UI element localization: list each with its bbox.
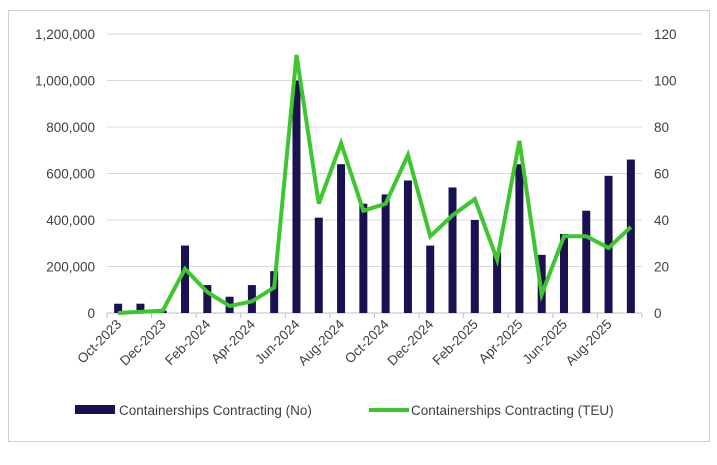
bar [136,303,145,313]
legend-label-line: Containerships Contracting (TEU) [411,403,614,418]
y-right-tick-label: 120 [654,27,677,42]
y-left-tick-label: 400,000 [46,213,95,228]
bar [559,233,568,313]
bar [314,217,323,313]
y-left-tick-label: 200,000 [46,260,95,275]
chart-frame: 0 0 200,000 20 400,000 40 600,000 60 800,000 80 1,… [8,10,710,442]
bar [604,175,613,313]
y-left-tick-label: 800,000 [46,120,95,135]
legend-swatch-bar [75,405,115,414]
y-right-tick-label: 100 [654,74,677,89]
combo-chart: 0 0 200,000 20 400,000 40 600,000 60 800,000 80 1,… [35,27,677,418]
x-tick-label: Dec-2024 [384,316,436,368]
bar [470,220,479,313]
x-tick-label: Jun-2025 [520,317,570,367]
bar [426,245,435,313]
bar [403,180,412,313]
legend-label-bar: Containerships Contracting (No) [119,403,312,418]
bar [181,245,190,313]
x-tick-label: Apr-2025 [476,317,526,367]
x-tick-label: Feb-2025 [429,317,480,368]
bar [337,164,346,313]
bar [515,164,524,313]
x-tick-label: Aug-2025 [563,317,615,369]
y-left-tick-label: 1,200,000 [35,27,95,42]
x-tick-label: Aug-2024 [295,316,347,368]
y-right-tick-label: 40 [654,213,669,228]
y-left-tick-label: 600,000 [46,167,95,182]
y-right-tick-label: 80 [654,120,669,135]
bar [381,194,390,313]
line-series [118,54,633,315]
bar [203,285,212,313]
y-right-tick-label: 60 [654,167,669,182]
y-right-tick-label: 0 [654,306,662,321]
y-left-tick-label: 1,000,000 [35,74,95,89]
bar [493,252,502,313]
x-tick-label: Dec-2023 [117,317,169,369]
bar [448,187,457,313]
bar [626,159,635,313]
x-tick-label: Apr-2024 [208,316,258,366]
x-tick-label: Feb-2024 [162,316,214,368]
bar [359,203,368,313]
y-left-tick-label: 0 [87,306,95,321]
bar [582,210,591,313]
bar [270,271,279,313]
bar [114,303,123,313]
y-right-tick-label: 20 [654,260,669,275]
bar [292,80,301,313]
